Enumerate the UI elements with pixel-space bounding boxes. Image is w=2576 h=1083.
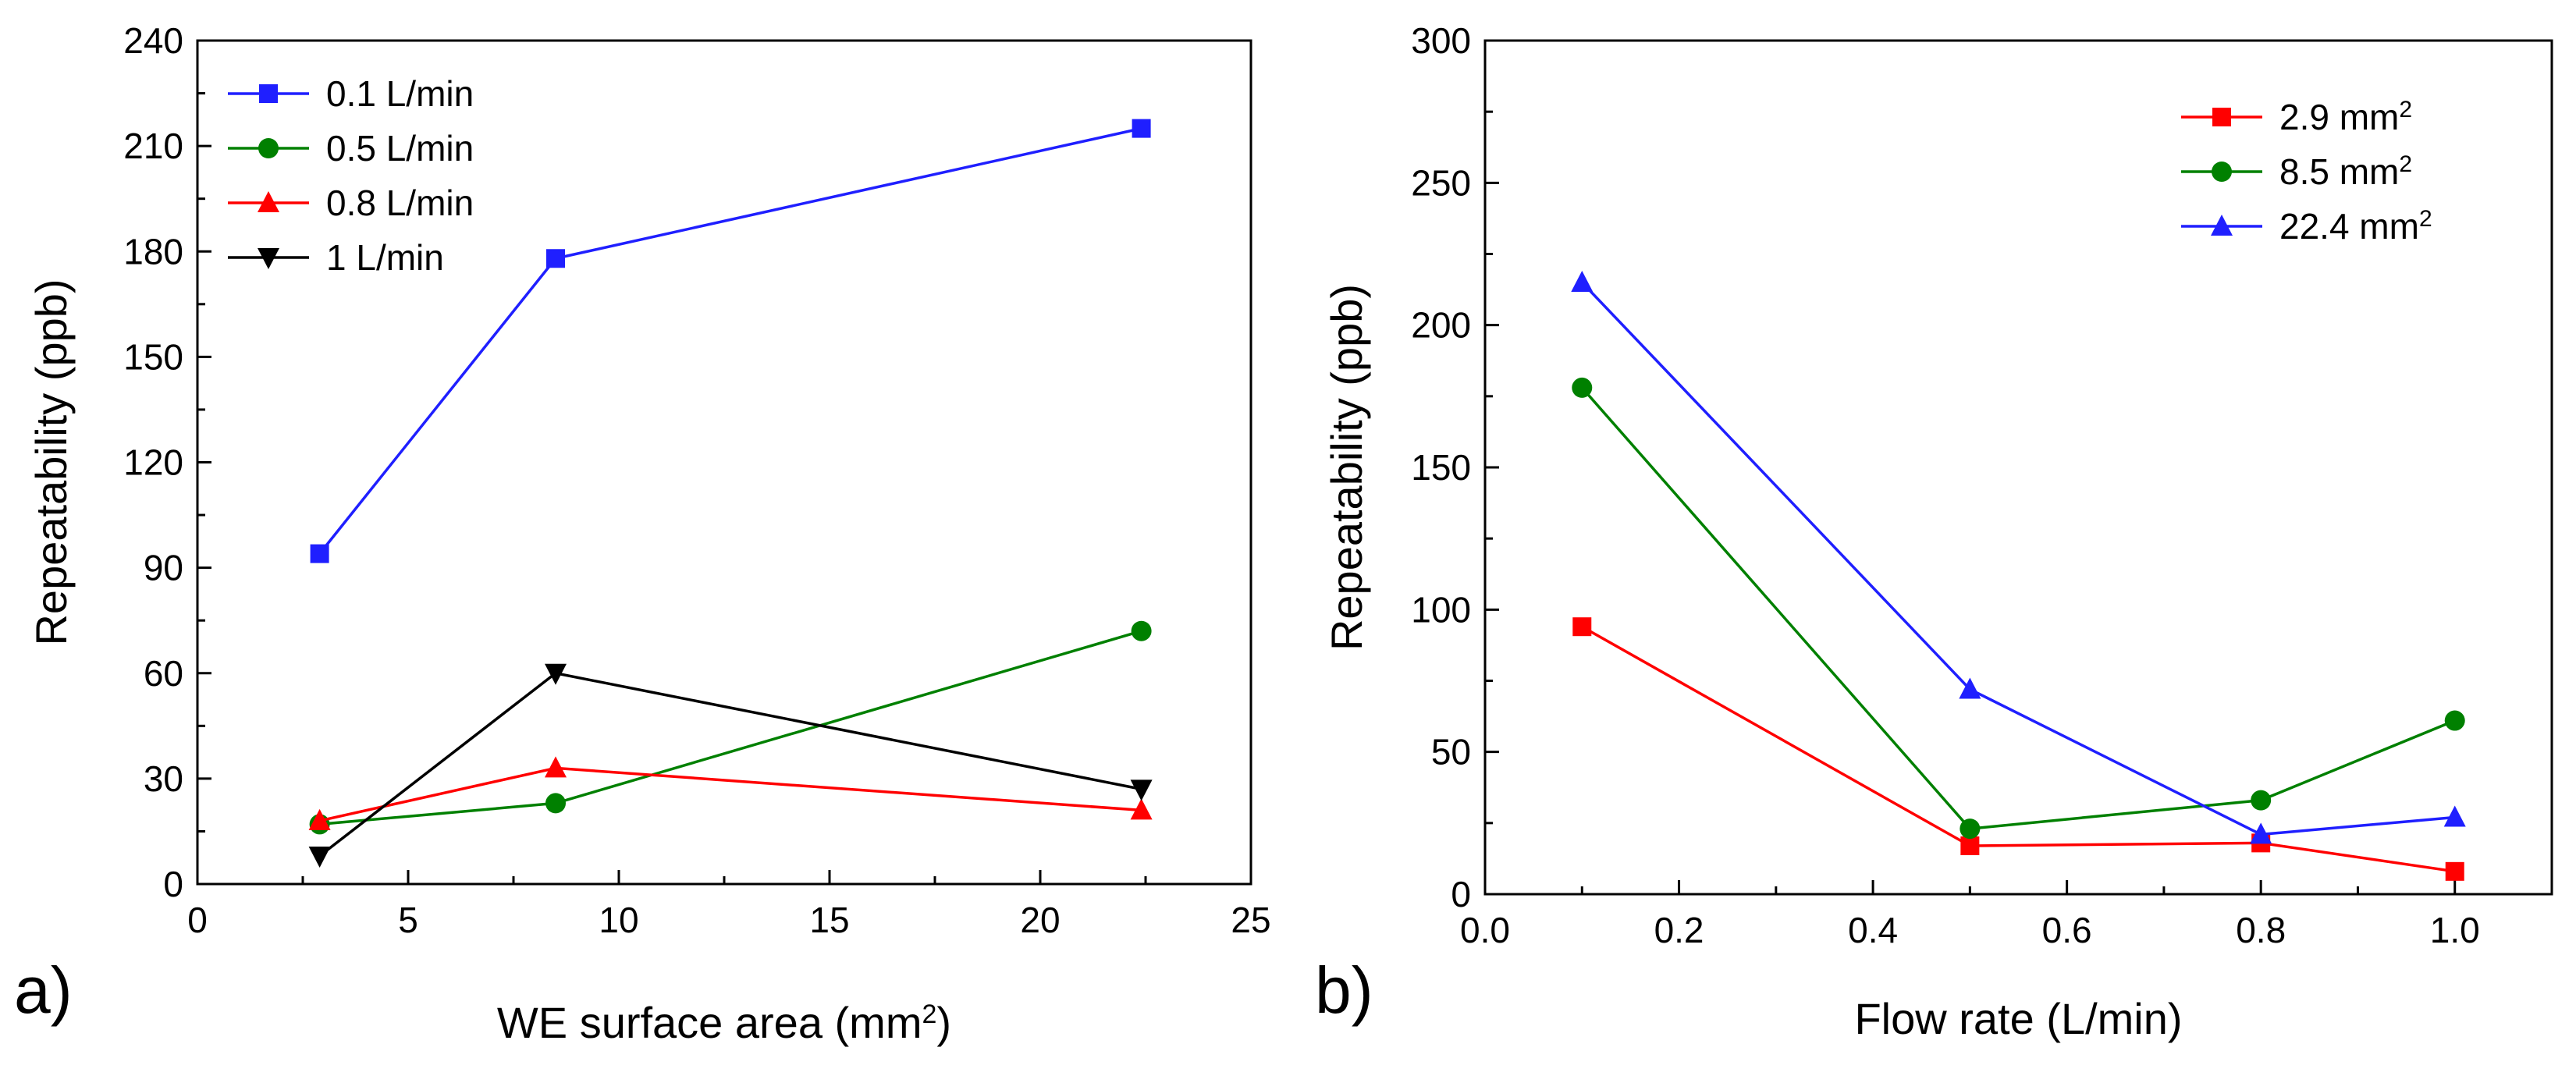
legend-entry: 0.5 L/min	[326, 128, 474, 169]
legend-marker	[258, 138, 279, 158]
data-point	[546, 249, 565, 268]
legend-marker	[259, 84, 278, 103]
legend-entry: 0.1 L/min	[326, 73, 474, 114]
y-tick-label: 180	[123, 231, 183, 272]
series-line	[319, 630, 1142, 826]
y-axis-title: Repeatability (ppb)	[1322, 284, 1371, 651]
data-point	[1131, 620, 1152, 641]
data-point	[1959, 677, 1981, 699]
data-point	[1960, 818, 1981, 840]
y-tick-label: 200	[1411, 305, 1471, 346]
series-0	[310, 119, 1151, 563]
data-point	[1572, 617, 1592, 637]
data-point	[308, 846, 331, 868]
x-tick-label: 5	[398, 900, 418, 940]
data-point	[1130, 798, 1153, 820]
panel-b: 0.0 0.2 0.4 0.6 0.8 1.0 0 50 100 150 200 250 300 Flow…	[1315, 20, 2553, 1043]
y-axis-title: Repeatability (ppb)	[27, 279, 76, 645]
data-point	[545, 663, 567, 685]
series-0	[1572, 617, 2464, 881]
x-axis-title: WE surface area (mm2)	[497, 998, 951, 1047]
y-tick-label: 50	[1431, 732, 1471, 772]
y-tick-label: 0	[1451, 874, 1471, 914]
y-tick-label: 240	[123, 20, 183, 61]
x-tick-label: 0.0	[1460, 910, 1510, 950]
x-tick-label: 0.2	[1654, 910, 1704, 950]
legend-entry: 2.9 mm2	[2279, 97, 2412, 138]
x-tick-label: 20	[1020, 900, 1060, 940]
data-point	[2250, 822, 2272, 844]
x-tick-label: 25	[1231, 900, 1270, 940]
legend-marker	[2212, 108, 2231, 126]
x-axis-title: Flow rate (L/min)	[1854, 994, 2182, 1043]
data-point	[2444, 710, 2465, 731]
series-3	[308, 663, 1153, 868]
y-tick-label: 150	[123, 336, 183, 377]
legend-entry: 1 L/min	[326, 237, 444, 278]
y-tick-label: 0	[163, 864, 183, 904]
data-point	[1572, 377, 1593, 398]
x-tick-label: 0.8	[2236, 910, 2286, 950]
data-point	[1132, 119, 1151, 138]
series-line	[318, 671, 1142, 858]
x-tick-label: 10	[599, 900, 638, 940]
data-point	[1130, 779, 1153, 801]
y-tick-label: 30	[144, 758, 183, 799]
x-tick-label: 1.0	[2430, 910, 2480, 950]
x-tick-label: 0	[187, 900, 208, 940]
x-tick-label: 15	[809, 900, 849, 940]
data-point	[310, 544, 329, 563]
data-point	[2445, 861, 2464, 881]
series-line	[1581, 281, 2455, 836]
data-point	[2443, 805, 2466, 827]
series-2	[308, 756, 1153, 830]
legend-entry: 0.8 L/min	[326, 183, 474, 223]
data-point	[545, 793, 566, 814]
data-point	[2251, 790, 2272, 811]
legend-marker	[258, 248, 279, 269]
panel-a: 0 5 10 15 20 25 0 30 60 90 120 150 180 210 240 WE surfa…	[14, 20, 1271, 1047]
y-tick-label: 150	[1411, 447, 1471, 488]
data-point	[308, 808, 331, 830]
y-tick-label: 90	[144, 548, 183, 588]
panel-label: b)	[1315, 953, 1373, 1027]
y-tick-label: 250	[1411, 162, 1471, 203]
y-tick-label: 60	[144, 653, 183, 694]
data-point	[545, 756, 567, 778]
series-2	[1571, 270, 2466, 844]
y-tick-label: 210	[123, 126, 183, 166]
data-point	[1571, 270, 1594, 292]
legend: 0.1 L/min 0.5 L/min 0.8 L/min 1 L/min	[228, 73, 474, 278]
panel-label: a)	[14, 953, 73, 1027]
legend: 2.9 mm2 8.5 mm2 22.4 mm2	[2181, 97, 2432, 247]
y-tick-label: 120	[123, 442, 183, 483]
legend-marker	[258, 191, 279, 212]
legend-entry: 22.4 mm2	[2279, 206, 2432, 247]
y-tick-label: 300	[1411, 20, 1471, 61]
x-tick-label: 0.6	[2042, 910, 2092, 950]
series-line	[1580, 386, 2456, 830]
legend-marker	[2211, 215, 2233, 236]
legend-marker	[2212, 162, 2232, 182]
data-point	[1960, 836, 1980, 856]
series-1	[1572, 377, 2465, 840]
series-line	[1581, 625, 2455, 873]
y-tick-label: 100	[1411, 589, 1471, 630]
x-tick-label: 0.4	[1848, 910, 1898, 950]
legend-entry: 8.5 mm2	[2279, 151, 2412, 193]
